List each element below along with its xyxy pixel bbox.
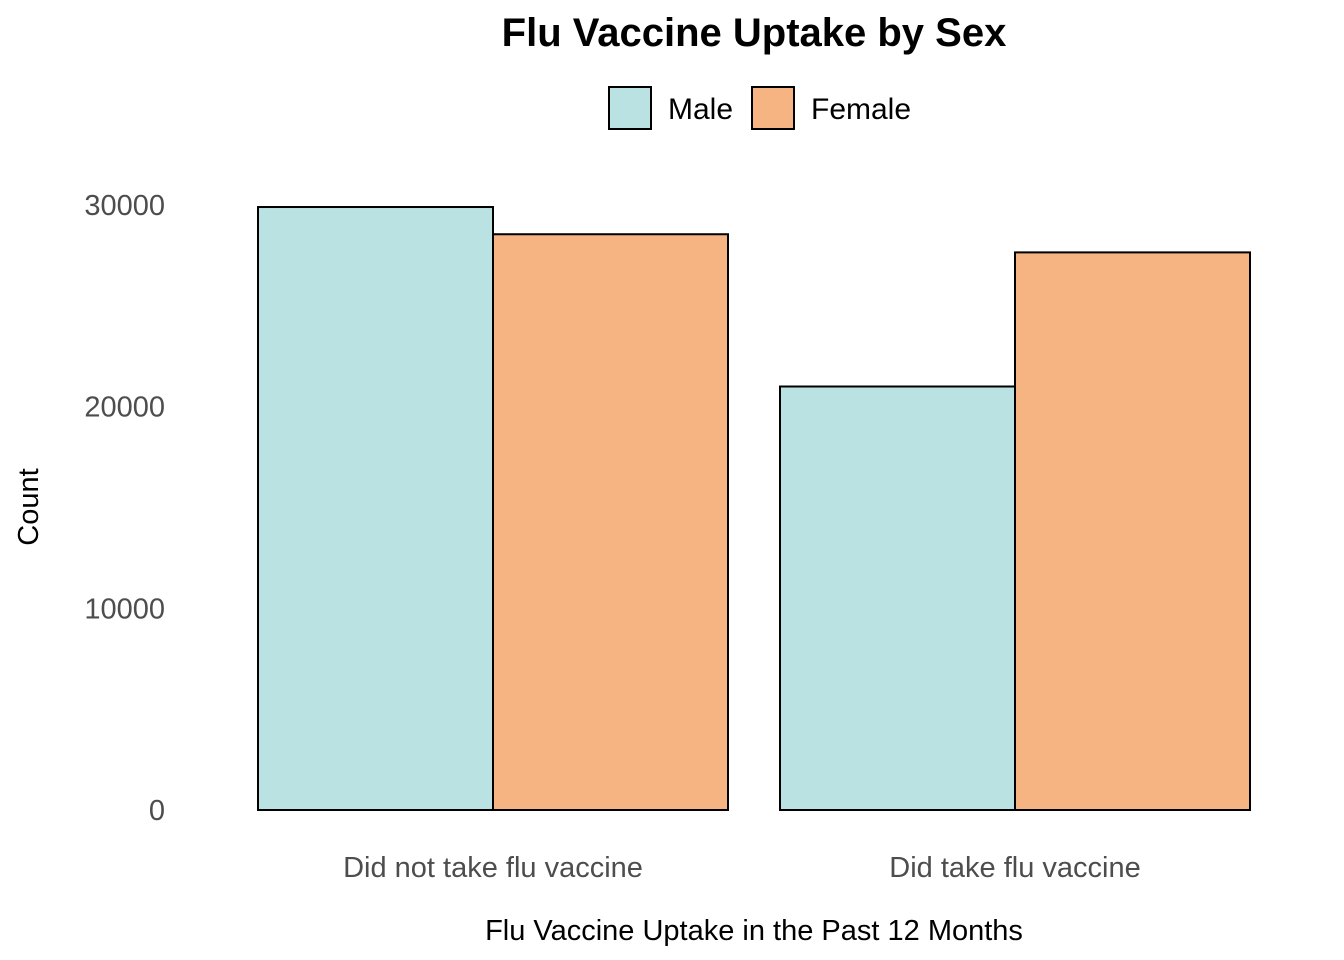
legend-label: Male (668, 93, 733, 126)
x-axis-ticks: Did not take flu vaccine Did take flu vac… (343, 852, 1141, 884)
y-axis-ticks: 0 10000 20000 30000 (84, 190, 165, 827)
y-axis-title: Count (13, 468, 45, 545)
x-tick-label: Did take flu vaccine (889, 852, 1140, 884)
legend: Male Female (608, 86, 911, 130)
y-tick-label: 30000 (84, 190, 165, 222)
y-tick-label: 20000 (84, 392, 165, 424)
legend-label: Female (811, 93, 911, 126)
bar (1014, 251, 1251, 811)
bar (779, 385, 1016, 811)
bars (257, 206, 1251, 812)
legend-key (608, 86, 652, 130)
y-tick-label: 10000 (84, 593, 165, 625)
legend-key (751, 86, 795, 130)
chart-title: Flu Vaccine Uptake by Sex (502, 11, 1007, 55)
x-axis-title: Flu Vaccine Uptake in the Past 12 Months (485, 915, 1023, 947)
bar (257, 206, 494, 811)
bar (492, 233, 729, 812)
x-tick-label: Did not take flu vaccine (343, 852, 643, 884)
y-tick-label: 0 (149, 795, 165, 827)
